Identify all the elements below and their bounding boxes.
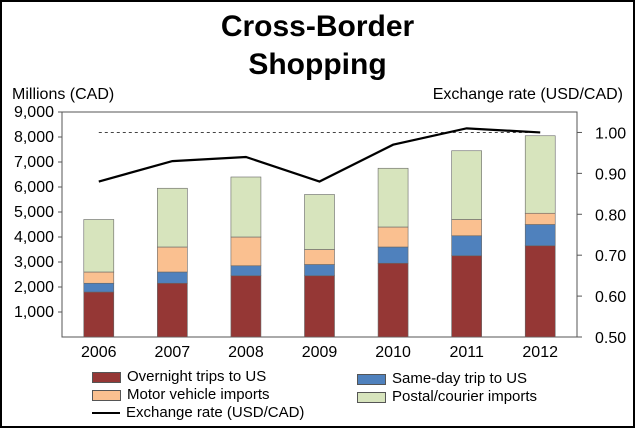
bar-segment-postal-courier-imports-2008 [230,176,262,238]
bar-segment-same-day-trip-to-us-2008 [230,265,262,277]
bar-segment-overnight-trips-to-us-2011 [451,255,482,338]
y-right-tick-label: 1.00 [595,125,626,142]
bar-segment-motor-vehicle-imports-2008 [230,236,262,267]
y-right-tick-label: 0.80 [595,207,626,224]
bar-segment-motor-vehicle-imports-2010 [377,226,409,248]
bar-segment-motor-vehicle-imports-2012 [524,212,556,225]
bar-segment-postal-courier-imports-2007 [157,187,188,248]
chart-title-line-1: Cross-Border [220,10,415,43]
y-left-tick-label: 8,000 [14,129,54,146]
bar-segment-postal-courier-imports-2011 [451,150,482,220]
bar-segment-same-day-trip-to-us-2007 [157,271,188,284]
bar-segment-postal-courier-imports-2006 [83,219,115,273]
bar-segment-overnight-trips-to-us-2006 [83,291,115,338]
x-tick-label: 2007 [155,344,191,361]
bar-segment-motor-vehicle-imports-2007 [157,246,188,273]
y-left-tick-label: 3,000 [14,254,54,271]
y-right-tick-label: 0.70 [595,248,626,265]
bar-segment-motor-vehicle-imports-2011 [451,219,482,237]
x-tick-label: 2010 [375,344,411,361]
bar-segment-overnight-trips-to-us-2010 [377,262,409,338]
chart-title: Cross-Border Shopping [2,8,633,84]
bar-segment-same-day-trip-to-us-2011 [451,235,482,257]
y-left-tick-label: 4,000 [14,229,54,246]
y-axis-left-title: Millions (CAD) [12,86,115,103]
y-left-tick-label: 2,000 [14,279,54,296]
y-right-tick-label: 0.60 [595,289,626,306]
y-axis-right-title: Exchange rate (USD/CAD) [432,86,623,103]
bar-segment-same-day-trip-to-us-2010 [377,246,409,264]
x-tick-label: 2008 [228,344,264,361]
bar-segment-overnight-trips-to-us-2007 [157,282,188,338]
bar-segment-postal-courier-imports-2009 [304,194,335,250]
x-tick-label: 2006 [81,344,117,361]
chart-title-line-2: Shopping [248,48,387,81]
x-tick-label: 2009 [302,344,338,361]
y-left-tick-label: 6,000 [14,179,54,196]
y-left-tick-label: 1,000 [14,304,54,321]
bar-segment-same-day-trip-to-us-2012 [524,224,556,247]
exchange-rate-line [98,127,541,183]
bar-segment-motor-vehicle-imports-2006 [83,271,115,284]
y-right-tick-label: 0.50 [595,330,626,347]
x-tick-label: 2011 [449,344,484,361]
y-left-tick-label: 9,000 [14,104,54,121]
bar-segment-overnight-trips-to-us-2008 [230,275,262,338]
bar-segment-overnight-trips-to-us-2012 [524,245,556,338]
bar-segment-postal-courier-imports-2010 [377,167,409,228]
y-right-tick-label: 0.90 [595,166,626,183]
bar-segment-overnight-trips-to-us-2009 [304,275,335,338]
y-left-tick-label: 7,000 [14,154,54,171]
bar-segment-motor-vehicle-imports-2009 [304,249,335,265]
bar-segment-same-day-trip-to-us-2009 [304,264,335,277]
y-left-tick-label: 5,000 [14,204,54,221]
bar-segment-postal-courier-imports-2012 [524,135,556,214]
bar-segment-same-day-trip-to-us-2006 [83,282,115,293]
x-tick-label: 2012 [522,344,558,361]
